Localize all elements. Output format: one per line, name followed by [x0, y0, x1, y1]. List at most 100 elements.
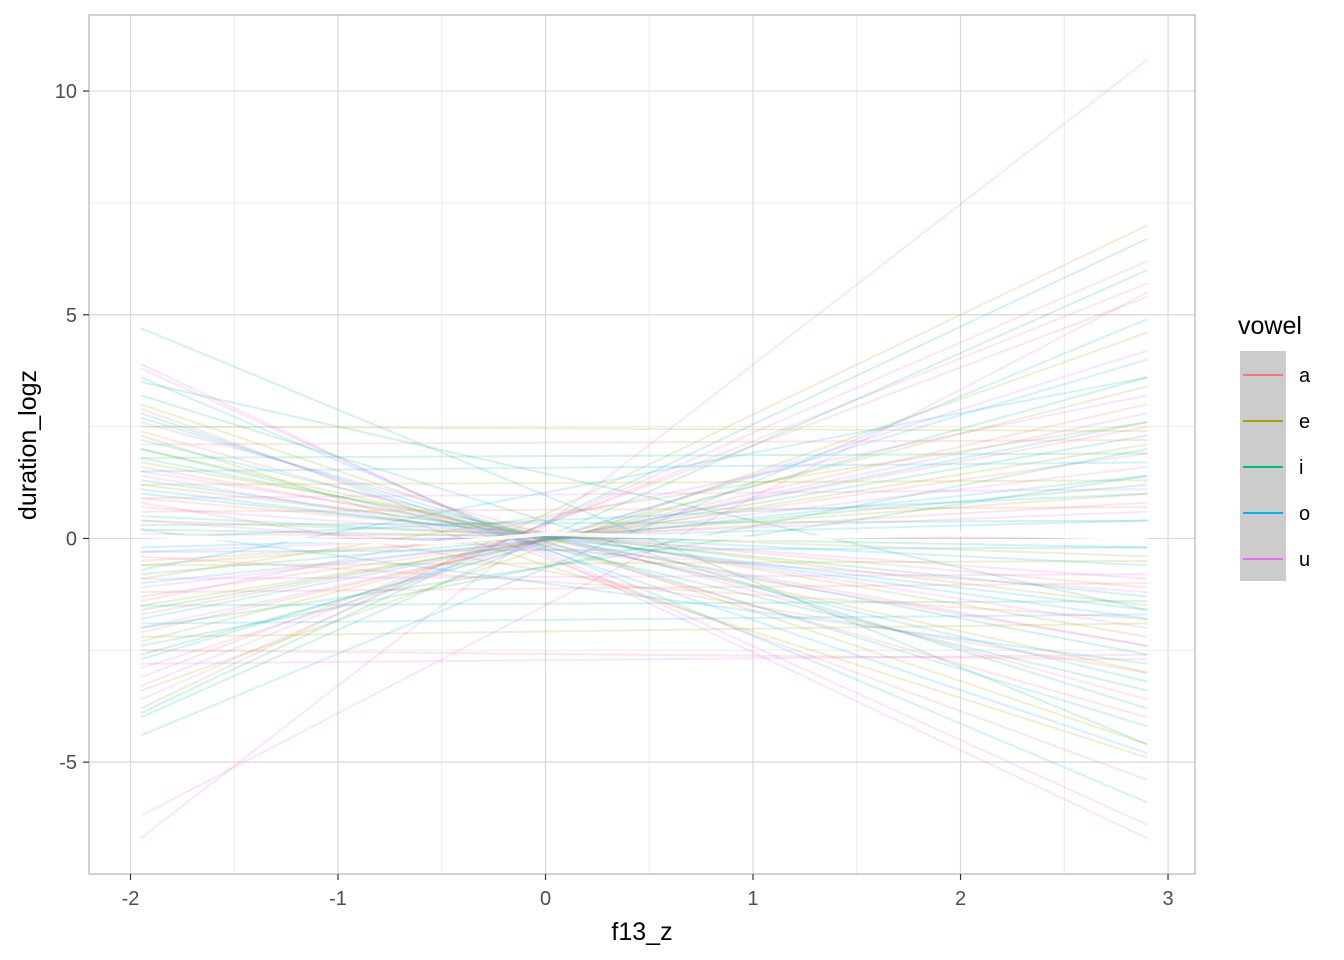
series-line-u — [140, 510, 1148, 553]
series-line-a — [140, 582, 1148, 594]
x-tick-label: 3 — [1162, 888, 1173, 910]
legend-label-a: a — [1299, 365, 1311, 387]
series-line-u — [140, 573, 1148, 580]
series-line-u — [140, 506, 1148, 580]
series-line-e — [140, 421, 1148, 580]
y-axis-title: duration_logz — [14, 370, 42, 520]
series-line-a — [140, 555, 1148, 620]
series-line-e — [140, 479, 1148, 486]
series-line-u — [140, 394, 1148, 603]
legend-label-u: u — [1299, 549, 1310, 571]
x-tick-label: 1 — [747, 888, 758, 910]
series-line-a — [140, 501, 1148, 674]
series-line-i — [140, 269, 1148, 719]
mean-trend-line — [140, 531, 1148, 545]
x-axis: -2 -1 0 1 2 3 — [122, 874, 1174, 910]
series-line-i — [140, 448, 1148, 692]
series-line-a — [140, 430, 1148, 719]
series-line-u — [140, 421, 1148, 701]
x-axis-title: f13_z — [611, 918, 672, 946]
series-line-o — [140, 613, 1148, 625]
series-line-o — [140, 412, 1148, 755]
minor-gridlines — [89, 15, 1195, 874]
series-line-e — [140, 224, 1148, 710]
series-line-u — [140, 412, 1148, 629]
series-line-i — [140, 376, 1148, 656]
series-line-i — [140, 492, 1148, 598]
series-line-a — [140, 452, 1148, 598]
y-tick-label: 5 — [66, 305, 77, 327]
series-line-e — [140, 434, 1148, 759]
series-line-e — [140, 425, 1148, 433]
series-line-i — [140, 452, 1148, 459]
series-line-e — [140, 447, 1148, 674]
series-line-u — [140, 282, 1148, 688]
y-tick-label: 0 — [66, 528, 77, 550]
series-line-a — [140, 403, 1148, 634]
series-line-u — [140, 363, 1148, 840]
y-tick-label: 10 — [55, 81, 77, 103]
legend-label-i: i — [1299, 457, 1303, 479]
series-line-e — [140, 403, 1148, 746]
series-line-e — [140, 443, 1148, 607]
series-line-i — [140, 380, 1148, 612]
series-line-o — [140, 358, 1148, 661]
series-line-o — [140, 479, 1148, 620]
series-line-e — [140, 622, 1148, 638]
series-line-i — [140, 394, 1148, 710]
series-line-u — [140, 488, 1148, 500]
x-tick-label: 0 — [540, 888, 551, 910]
series-line-a — [140, 501, 1148, 562]
series-line-i — [140, 474, 1148, 629]
series-line-i — [140, 434, 1148, 612]
series-line-e — [140, 559, 1148, 567]
series-line-o — [140, 474, 1148, 585]
legend-title: vowel — [1238, 312, 1302, 340]
series-line-a — [140, 407, 1148, 781]
series-line-i — [140, 456, 1148, 656]
series-line-o — [140, 439, 1148, 683]
legend-label-o: o — [1299, 503, 1310, 525]
series-line-e — [140, 331, 1148, 692]
series-line-o — [140, 488, 1148, 612]
series-line-u — [140, 470, 1148, 629]
series-line-i — [140, 237, 1148, 714]
series-line-e — [140, 461, 1148, 638]
legend-entries: a e i o u — [1243, 365, 1311, 571]
series-line-a — [140, 465, 1148, 647]
x-tick-label: 2 — [955, 888, 966, 910]
series-line-i — [140, 483, 1148, 576]
series-line-u — [140, 465, 1148, 589]
series-line-o — [140, 461, 1148, 473]
series-line-o — [140, 546, 1148, 553]
series-line-i — [140, 528, 1148, 549]
series-line-u — [140, 349, 1148, 670]
series-line-u — [140, 519, 1148, 594]
series-line-i — [140, 519, 1148, 527]
series-line-o — [140, 376, 1148, 571]
series-line-u — [140, 367, 1148, 826]
series-line-u — [140, 474, 1148, 647]
series-line-o — [140, 376, 1148, 804]
series-line-e — [140, 492, 1148, 567]
series-line-o — [140, 519, 1148, 549]
series-line-o — [140, 416, 1148, 728]
series-line-u — [140, 58, 1148, 839]
legend: vowel a e i o u — [1238, 312, 1311, 581]
x-tick-label: -2 — [122, 888, 140, 910]
series-line-a — [140, 425, 1148, 616]
series-line-a — [140, 497, 1148, 589]
series-line-u — [140, 291, 1148, 817]
series-line-o — [140, 528, 1148, 665]
series-line-i — [140, 447, 1148, 647]
series-line-o — [140, 421, 1148, 620]
series-line-a — [140, 439, 1148, 446]
series-line-a — [140, 506, 1148, 513]
series-line-o — [140, 492, 1148, 540]
series-line-u — [140, 260, 1148, 701]
y-axis: -5 0 5 10 — [55, 81, 89, 774]
plot-border — [88, 14, 1196, 875]
series-line-e — [140, 483, 1148, 607]
series-lines — [140, 58, 1148, 840]
